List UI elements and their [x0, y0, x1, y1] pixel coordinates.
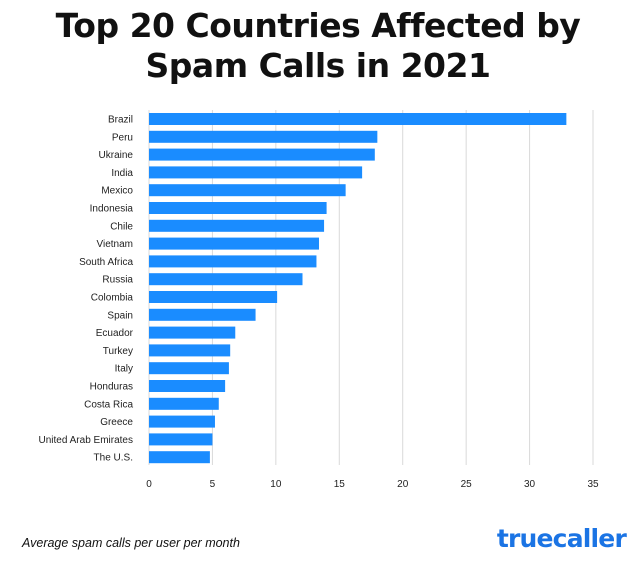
category-label-vietnam: Vietnam [96, 239, 133, 250]
category-label-turkey: Turkey [103, 346, 133, 357]
bar-south-africa [149, 255, 317, 268]
bar-india [149, 166, 363, 179]
x-tick-label-5: 5 [210, 479, 216, 490]
bar-vietnam [149, 237, 319, 250]
bar-colombia [149, 291, 278, 303]
gridlines [148, 110, 594, 465]
category-labels: Brazil Peru Ukraine India Mexico Indonesia Chi… [39, 115, 134, 464]
category-label-chile: Chile [110, 221, 133, 232]
category-label-brazil: Brazil [108, 115, 133, 126]
bar-united-arab-emirates [149, 433, 213, 446]
bar-brazil [149, 113, 567, 125]
category-label-peru: Peru [112, 132, 133, 143]
x-tick-label-30: 30 [524, 479, 536, 490]
bar-greece [149, 415, 215, 428]
bar-ecuador [149, 326, 236, 339]
bar-the-u-s [149, 451, 210, 464]
bar-ukraine [149, 148, 375, 161]
bar-spain [149, 308, 256, 321]
category-label-colombia: Colombia [91, 293, 134, 304]
bar-chile [149, 219, 325, 232]
bar-italy [149, 362, 229, 375]
bar-russia [149, 273, 303, 286]
bar-peru [149, 130, 378, 143]
category-label-russia: Russia [102, 275, 133, 286]
category-label-costa-rica: Costa Rica [84, 399, 133, 410]
category-label-italy: Italy [115, 364, 133, 375]
x-tick-label-20: 20 [397, 479, 409, 490]
bars [149, 113, 567, 464]
category-label-india: India [111, 168, 133, 179]
x-tick-label-35: 35 [587, 479, 599, 490]
category-label-the-u-s: The U.S. [94, 453, 133, 464]
x-tick-label-15: 15 [334, 479, 346, 490]
x-tick-label-25: 25 [461, 479, 473, 490]
category-label-greece: Greece [100, 417, 133, 428]
category-label-spain: Spain [107, 310, 133, 321]
x-tick-label-10: 10 [270, 479, 282, 490]
category-label-indonesia: Indonesia [90, 204, 134, 215]
chart-title-line-1: Top 20 Countries Affected by [55, 6, 581, 45]
x-axis-ticks: 0 5 10 15 20 25 30 35 [146, 479, 599, 490]
bar-honduras [149, 380, 226, 392]
category-label-ukraine: Ukraine [99, 150, 134, 161]
category-label-honduras: Honduras [90, 382, 133, 393]
chart-title: Top 20 Countries Affected by Spam Calls … [0, 6, 636, 86]
category-label-mexico: Mexico [101, 186, 133, 197]
axis-footnote: Average spam calls per user per month [22, 536, 240, 550]
category-label-ecuador: Ecuador [96, 328, 134, 339]
category-label-south-africa: South Africa [79, 257, 133, 268]
category-label-united-arab-emirates: United Arab Emirates [39, 435, 134, 446]
truecaller-logo: truecaller [496, 524, 627, 553]
bar-turkey [149, 344, 231, 357]
chart-title-line-2: Spam Calls in 2021 [145, 46, 491, 85]
x-tick-label-0: 0 [146, 479, 152, 490]
bar-indonesia [149, 202, 327, 214]
bar-mexico [149, 184, 346, 197]
bar-costa-rica [149, 397, 219, 410]
